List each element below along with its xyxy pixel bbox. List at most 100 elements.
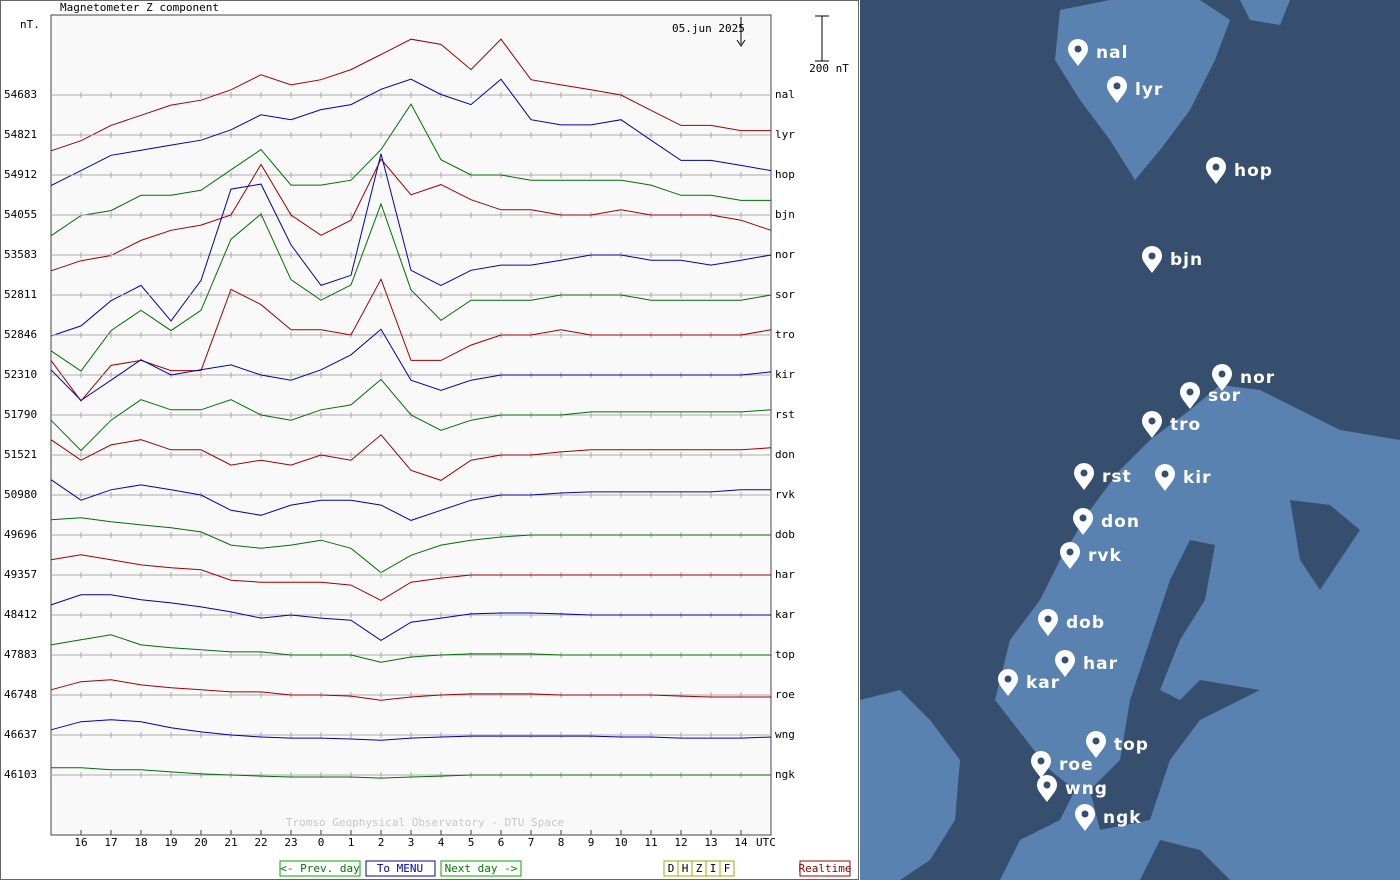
station-name[interactable]: tro: [1170, 415, 1201, 435]
trace: [50, 158, 772, 272]
x-tick-label: 5: [468, 836, 475, 849]
station-name[interactable]: nor: [1240, 368, 1275, 388]
baltic: [1090, 540, 1260, 830]
pin-dot: [1037, 757, 1045, 765]
pin-dot: [1074, 45, 1082, 53]
trace: [50, 277, 772, 402]
station-label: bjn: [775, 208, 795, 221]
x-tick-label: 6: [498, 836, 505, 849]
station-name[interactable]: hop: [1234, 161, 1273, 181]
component-label[interactable]: F: [724, 862, 731, 875]
component-label[interactable]: D: [668, 862, 675, 875]
baseline-label: 52811: [4, 288, 37, 301]
station-label: nor: [775, 248, 795, 261]
trace: [50, 719, 772, 741]
x-tick-label: 16: [74, 836, 87, 849]
y-unit: nT.: [20, 18, 40, 31]
station-name[interactable]: bjn: [1170, 250, 1203, 270]
trace: [50, 479, 771, 521]
x-tick-label: 2: [378, 836, 385, 849]
date-arrow-head: [736, 39, 746, 47]
chart-title: Magnetometer Z component: [60, 1, 219, 14]
station-name[interactable]: lyr: [1135, 80, 1163, 100]
station-name[interactable]: kar: [1026, 673, 1060, 693]
station-label: tro: [775, 328, 795, 341]
prev-button-label[interactable]: <- Prev. day: [280, 862, 360, 875]
station-name[interactable]: sor: [1208, 386, 1241, 406]
station-name[interactable]: rvk: [1088, 546, 1122, 566]
station-label: dob: [775, 528, 795, 541]
station-label: don: [775, 448, 795, 461]
x-tick-label: 8: [558, 836, 565, 849]
pin-dot: [1079, 514, 1087, 522]
prev-button[interactable]: [279, 860, 361, 877]
pin-dot: [1218, 370, 1226, 378]
baseline-label: 50980: [4, 488, 37, 501]
pin-dot: [1212, 163, 1220, 171]
baseline-label: 46637: [4, 728, 37, 741]
next-button-label[interactable]: Next day ->: [445, 862, 518, 875]
station-name[interactable]: ngk: [1103, 808, 1142, 828]
component-button[interactable]: [719, 860, 735, 877]
trace: [50, 38, 771, 152]
station-name[interactable]: rst: [1102, 467, 1132, 487]
component-label[interactable]: H: [682, 862, 689, 875]
pin-dot: [1161, 470, 1169, 478]
baseline-label: 52310: [4, 368, 37, 381]
trace: [50, 679, 771, 701]
pin-dot: [1044, 615, 1052, 623]
baseline-label: 49696: [4, 528, 37, 541]
station-name[interactable]: roe: [1059, 755, 1094, 775]
station-label: top: [775, 648, 795, 661]
station-name[interactable]: kir: [1183, 468, 1212, 488]
trace: [50, 78, 772, 187]
baseline-label: 51521: [4, 448, 37, 461]
next-button[interactable]: [440, 860, 522, 877]
x-tick-label: 4: [438, 836, 445, 849]
pin-dot: [1080, 469, 1088, 477]
x-label: UTC: [756, 836, 776, 849]
menu-button-label[interactable]: To MENU: [377, 862, 423, 875]
pin-dot: [1043, 781, 1051, 789]
trace: [50, 517, 771, 574]
pin-dot: [1061, 656, 1069, 664]
baseline-label: 52846: [4, 328, 37, 341]
component-label[interactable]: Z: [696, 862, 703, 875]
date: 05.jun 2025: [672, 22, 745, 35]
x-tick-label: 22: [254, 836, 267, 849]
baseline-label: 54912: [4, 168, 37, 181]
x-tick-label: 0: [318, 836, 325, 849]
x-tick-label: 10: [614, 836, 627, 849]
station-name[interactable]: dob: [1066, 613, 1105, 633]
pin-dot: [1092, 737, 1100, 745]
menu-button[interactable]: [365, 860, 436, 877]
station-name[interactable]: top: [1114, 735, 1149, 755]
station-label: rst: [775, 408, 795, 421]
x-tick-label: 11: [644, 836, 657, 849]
svalbard: [1055, 0, 1230, 180]
scale-label: 200 nT: [809, 62, 849, 75]
trace: [50, 594, 771, 641]
baseline-label: 49357: [4, 568, 37, 581]
baseline-label: 51790: [4, 408, 37, 421]
pin-dot: [1186, 388, 1194, 396]
station-name[interactable]: don: [1101, 512, 1140, 532]
pin-dot: [1148, 252, 1156, 260]
station-name[interactable]: nal: [1096, 43, 1128, 63]
station-label: sor: [775, 288, 795, 301]
trace: [50, 153, 772, 337]
realtime-button[interactable]: [799, 860, 851, 877]
station-name[interactable]: wng: [1065, 779, 1108, 799]
baseline-label: 46103: [4, 768, 37, 781]
x-tick-label: 17: [104, 836, 117, 849]
trace: [50, 554, 771, 601]
credit: Tromso Geophysical Observatory - DTU Spa…: [286, 816, 564, 829]
trace: [50, 328, 772, 402]
realtime-label[interactable]: Realtime: [799, 862, 852, 875]
component-label[interactable]: I: [710, 862, 717, 875]
station-name[interactable]: har: [1083, 654, 1118, 674]
pin-dot: [1148, 417, 1156, 425]
